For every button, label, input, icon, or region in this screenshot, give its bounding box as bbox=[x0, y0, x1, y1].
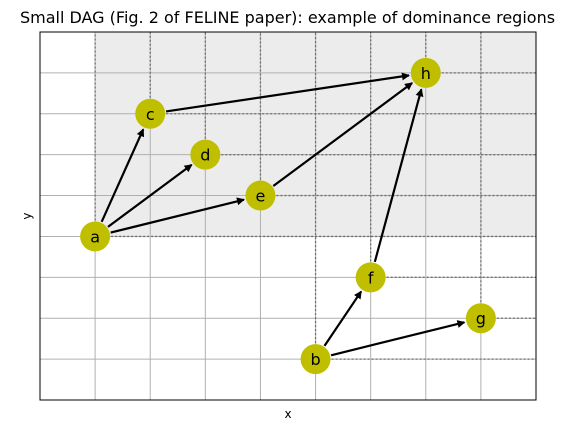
node-label-f: f bbox=[368, 268, 374, 287]
node-label-h: h bbox=[421, 64, 431, 83]
x-axis-label: x bbox=[284, 407, 291, 421]
chart-title: Small DAG (Fig. 2 of FELINE paper): exam… bbox=[20, 8, 555, 27]
node-a bbox=[80, 221, 111, 252]
node-d bbox=[190, 139, 221, 170]
node-g bbox=[465, 303, 496, 334]
node-f bbox=[355, 262, 386, 293]
node-label-d: d bbox=[200, 146, 210, 165]
node-label-g: g bbox=[476, 309, 486, 328]
edge-c-h bbox=[165, 72, 410, 113]
node-h bbox=[410, 57, 441, 88]
edge-a-e bbox=[110, 197, 245, 234]
node-e bbox=[245, 180, 276, 211]
edge-e-h bbox=[272, 82, 413, 187]
node-label-b: b bbox=[310, 350, 320, 369]
node-c bbox=[135, 98, 166, 129]
node-label-a: a bbox=[90, 227, 100, 246]
node-label-c: c bbox=[146, 105, 155, 124]
edge-f-h bbox=[373, 88, 424, 263]
edge-b-f bbox=[323, 290, 363, 347]
edge-b-g bbox=[330, 320, 466, 357]
node-b bbox=[300, 344, 331, 375]
edge-a-c bbox=[100, 128, 145, 223]
edge-layer bbox=[100, 72, 466, 357]
node-label-e: e bbox=[256, 187, 266, 206]
y-axis-label: y bbox=[20, 212, 34, 219]
node-layer: a b c d e f g h bbox=[80, 57, 496, 375]
plot-frame bbox=[39, 31, 537, 401]
edge-a-d bbox=[107, 163, 193, 228]
